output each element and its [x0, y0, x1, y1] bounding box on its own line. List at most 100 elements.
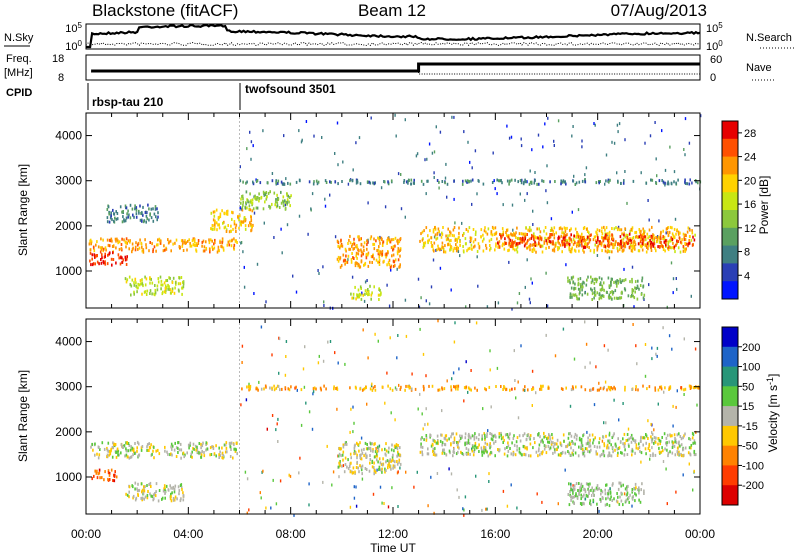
backscatter-cell	[593, 235, 596, 239]
scatter-echo-cell	[367, 201, 369, 205]
backscatter-cell	[595, 277, 597, 281]
scatter-echo-cell	[569, 404, 572, 408]
backscatter-cell	[169, 484, 171, 488]
backscatter-cell	[648, 444, 650, 448]
backscatter-cell	[551, 228, 553, 232]
backscatter-cell	[472, 228, 475, 231]
scatter-echo-cell	[416, 470, 418, 474]
backscatter-cell	[602, 294, 605, 298]
backscatter-cell	[160, 283, 162, 287]
backscatter-cell	[630, 433, 633, 437]
backscatter-cell	[598, 388, 600, 392]
backscatter-cell	[498, 448, 501, 452]
scatter-echo-cell	[278, 336, 280, 340]
backscatter-cell	[666, 441, 668, 445]
backscatter-cell	[385, 449, 388, 453]
backscatter-cell	[504, 237, 506, 241]
backscatter-cell	[385, 460, 387, 464]
scatter-echo-cell	[305, 401, 307, 405]
backscatter-cell	[585, 243, 587, 247]
scatter-echo-cell	[584, 320, 586, 324]
backscatter-cell	[680, 386, 682, 390]
backscatter-cell	[271, 386, 273, 390]
backscatter-cell	[455, 243, 457, 247]
backscatter-cell	[432, 447, 435, 451]
backscatter-cell	[568, 242, 571, 246]
backscatter-cell	[115, 455, 118, 459]
backscatter-cell	[191, 455, 193, 459]
backscatter-cell	[441, 387, 444, 391]
backscatter-cell	[356, 244, 358, 247]
backscatter-cell	[567, 436, 570, 440]
backscatter-cell	[579, 277, 582, 281]
backscatter-cell	[471, 449, 474, 453]
scatter-echo-cell	[613, 398, 615, 402]
scatter-echo-cell	[352, 168, 354, 172]
backscatter-cell	[580, 285, 583, 289]
backscatter-cell	[579, 486, 581, 490]
backscatter-cell	[386, 263, 388, 267]
backscatter-cell	[205, 246, 207, 250]
scatter-echo-cell	[419, 392, 421, 396]
scatter-echo-cell	[289, 474, 292, 478]
backscatter-cell	[472, 240, 475, 244]
scatter-echo-cell	[248, 382, 250, 386]
backscatter-cell	[396, 454, 398, 458]
backscatter-cell	[682, 232, 685, 236]
scatter-echo-cell	[277, 440, 279, 443]
backscatter-cell	[557, 236, 560, 240]
x-tick-label: 00:00	[685, 527, 715, 541]
backscatter-cell	[583, 226, 586, 229]
backscatter-cell	[599, 295, 602, 299]
backscatter-cell	[344, 442, 346, 446]
backscatter-cell	[642, 235, 645, 239]
backscatter-cell	[434, 226, 436, 230]
backscatter-cell	[390, 246, 393, 250]
backscatter-cell	[355, 466, 358, 469]
backscatter-cell	[592, 498, 595, 502]
backscatter-cell	[102, 238, 104, 242]
scatter-echo-cell	[298, 471, 300, 475]
scatter-echo-cell	[337, 163, 339, 167]
backscatter-cell	[628, 238, 630, 242]
scatter-echo-cell	[603, 421, 605, 425]
backscatter-cell	[360, 242, 363, 246]
backscatter-cell	[693, 453, 696, 457]
backscatter-cell	[539, 243, 541, 247]
backscatter-cell	[605, 234, 608, 238]
backscatter-cell	[149, 492, 151, 496]
backscatter-cell	[571, 495, 573, 499]
scatter-echo-cell	[420, 296, 422, 300]
backscatter-cell	[143, 290, 146, 294]
backscatter-cell	[587, 494, 589, 498]
backscatter-cell	[245, 201, 247, 205]
backscatter-cell	[467, 229, 469, 233]
backscatter-cell	[140, 496, 142, 500]
backscatter-cell	[697, 181, 699, 185]
backscatter-cell	[575, 482, 578, 485]
backscatter-cell	[189, 443, 191, 447]
backscatter-cell	[662, 449, 664, 453]
backscatter-cell	[116, 217, 119, 221]
backscatter-cell	[634, 451, 636, 455]
backscatter-cell	[154, 207, 157, 211]
backscatter-cell	[588, 433, 591, 437]
backscatter-cell	[363, 241, 366, 245]
backscatter-cell	[616, 246, 619, 250]
backscatter-cell	[174, 495, 177, 499]
backscatter-cell	[626, 493, 628, 497]
scatter-echo-cell	[404, 118, 406, 122]
backscatter-cell	[397, 238, 399, 242]
scatter-echo-cell	[396, 356, 398, 360]
backscatter-cell	[453, 234, 455, 238]
backscatter-cell	[580, 493, 582, 497]
date-title: 07/Aug/2013	[611, 1, 707, 20]
scatter-echo-cell	[246, 147, 248, 151]
backscatter-cell	[218, 215, 220, 219]
scatter-echo-cell	[334, 152, 336, 155]
backscatter-cell	[239, 222, 241, 226]
backscatter-cell	[633, 296, 636, 300]
backscatter-cell	[198, 442, 201, 445]
backscatter-cell	[181, 286, 183, 290]
backscatter-cell	[342, 450, 345, 454]
